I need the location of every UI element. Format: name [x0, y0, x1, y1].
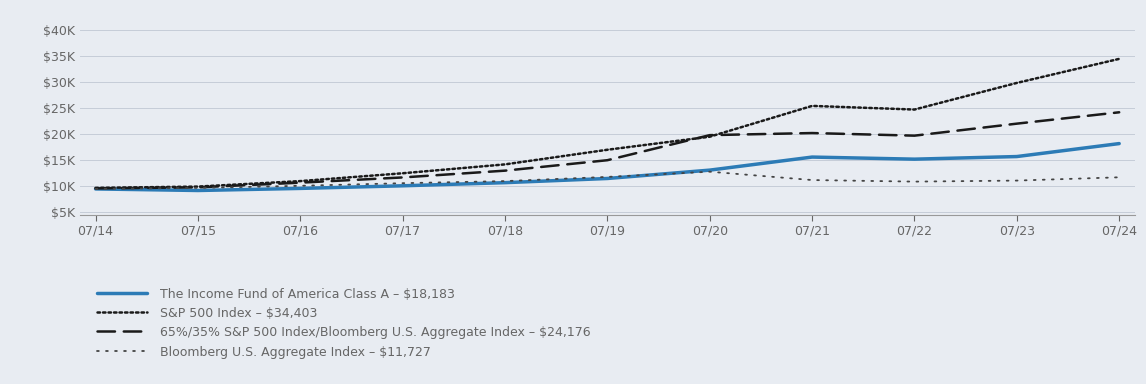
Legend: The Income Fund of America Class A – $18,183, S&P 500 Index – $34,403, 65%/35% S: The Income Fund of America Class A – $18…: [97, 288, 590, 359]
